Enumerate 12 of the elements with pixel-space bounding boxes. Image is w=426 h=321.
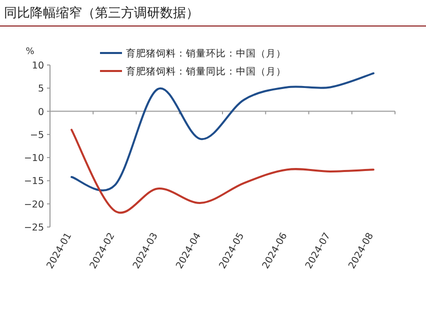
y-axis-title: % [26, 47, 35, 57]
y-tick-label: −10 [24, 153, 44, 164]
y-tick-label: 0 [38, 106, 44, 118]
y-tick-label: 5 [38, 84, 44, 95]
y-tick-label: −20 [24, 199, 44, 210]
legend-label: 育肥猪饲料：销量环比：中国（月） [126, 48, 286, 60]
y-tick-label: −5 [30, 130, 44, 141]
legend-label: 育肥猪饲料：销量同比：中国（月） [126, 66, 286, 78]
chart-title: 同比降幅缩窄（第三方调研数据） [4, 5, 199, 21]
y-tick-label: 10 [32, 60, 44, 72]
y-tick-label: −15 [24, 176, 44, 188]
y-tick-label: −25 [24, 222, 44, 234]
